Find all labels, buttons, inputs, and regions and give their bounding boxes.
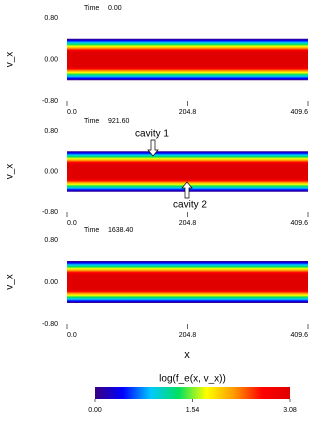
x-tick-label: 204.8 — [179, 109, 197, 116]
y-tick-label: -0.80 — [42, 98, 58, 105]
y-tick-label: 0.00 — [44, 56, 58, 63]
colorbar-tick-label: 1.54 — [186, 407, 200, 414]
x-tick-label: 409.6 — [290, 332, 308, 339]
y-axis-label: v_x — [5, 274, 16, 290]
x-axis-label: x — [184, 349, 190, 361]
y-tick-label: 0.80 — [44, 128, 58, 135]
annotation-arrow — [147, 139, 159, 157]
y-tick-label: -0.80 — [42, 209, 58, 216]
annotation: cavity 2 — [173, 200, 207, 211]
y-tick-label: 0.80 — [44, 237, 58, 244]
colorbar — [95, 387, 290, 399]
y-tick-label: 0.00 — [44, 168, 58, 175]
density-band — [67, 261, 308, 303]
time-label: Time — [84, 227, 99, 234]
x-tick-label: 204.8 — [179, 220, 197, 227]
time-value: 0.00 — [108, 5, 122, 12]
annotation: cavity 1 — [135, 129, 169, 140]
time-label: Time — [84, 118, 99, 125]
x-tick-label: 0.0 — [67, 220, 77, 227]
density-band — [67, 38, 308, 81]
x-tick-label: 204.8 — [179, 332, 197, 339]
y-axis-label: v_x — [5, 52, 16, 68]
colorbar-title: log(f_e(x, v_x)) — [159, 374, 226, 385]
y-tick-label: -0.80 — [42, 321, 58, 328]
colorbar-tick-label: 3.08 — [283, 407, 297, 414]
y-tick-label: 0.00 — [44, 279, 58, 286]
x-tick-label: 0.0 — [67, 332, 77, 339]
annotation-arrow — [181, 181, 193, 199]
colorbar-tick-label: 0.00 — [88, 407, 102, 414]
y-axis-label: v_x — [5, 164, 16, 180]
time-value: 1638.40 — [108, 227, 133, 234]
x-tick-label: 409.6 — [290, 109, 308, 116]
y-tick-label: 0.80 — [44, 15, 58, 22]
x-tick-label: 409.6 — [290, 220, 308, 227]
time-label: Time — [84, 5, 99, 12]
x-tick-label: 0.0 — [67, 109, 77, 116]
time-value: 921.60 — [108, 118, 130, 125]
